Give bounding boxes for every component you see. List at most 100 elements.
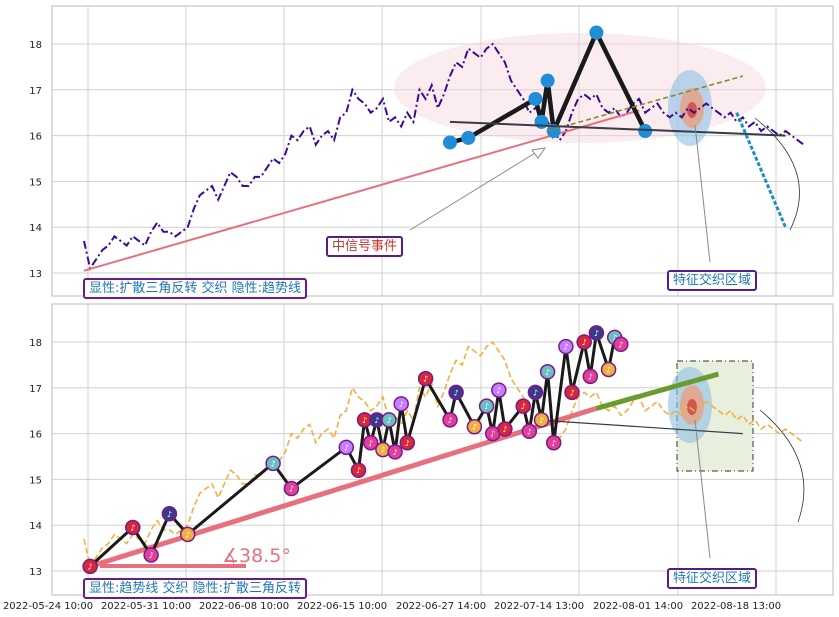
signal-event-text: 中信号事件 — [332, 239, 398, 254]
pattern-point — [528, 91, 543, 106]
note-marker — [539, 364, 556, 380]
top-legend: 显性:扩散三角反转 交织 隐性:趋势线 — [83, 278, 308, 299]
note-marker-glyph: ♪ — [362, 416, 367, 425]
note-marker — [82, 558, 98, 575]
y-tick-label: 16 — [29, 132, 42, 143]
feature-zone-text-bottom: 特征交织区域 — [673, 571, 752, 586]
note-marker-glyph: ♪ — [374, 416, 379, 425]
bottom-panel: 131415161718♪♪♪♪♪♪♪♪♪♪♪♪♪♪♪♪♪♪♪♪♪♪♪♪♪♪♪♪… — [29, 303, 834, 596]
y-tick-label: 18 — [29, 338, 42, 349]
x-tick-label: 2022-08-01 14:00 — [593, 601, 683, 612]
note-marker-glyph: ♪ — [527, 427, 532, 436]
pattern-point — [589, 25, 604, 40]
x-tick-label: 2022-05-24 10:00 — [3, 601, 93, 612]
x-tick-label: 2022-08-18 13:00 — [691, 601, 781, 612]
x-tick-label: 2022-06-08 10:00 — [199, 601, 289, 612]
note-marker-glyph: ♪ — [472, 423, 477, 432]
signal-arrow — [409, 149, 541, 231]
price-line — [83, 42, 805, 271]
note-marker — [338, 439, 355, 456]
note-marker-glyph: ♪ — [393, 448, 398, 457]
signal-event-label: 中信号事件 — [326, 236, 404, 257]
note-marker — [442, 412, 458, 428]
note-marker-glyph: ♪ — [423, 375, 428, 384]
note-marker-glyph: ♪ — [569, 388, 574, 397]
note-marker-glyph: ♪ — [447, 416, 452, 425]
support-line — [449, 120, 786, 137]
bottom-legend-text: 显性:趋势线 交织 隐性:扩散三角反转 — [89, 581, 302, 596]
note-marker — [362, 435, 379, 451]
note-marker — [576, 334, 592, 350]
note-marker — [125, 519, 141, 536]
pattern-point — [540, 73, 555, 88]
note-marker-glyph: ♪ — [521, 402, 526, 411]
note-marker — [545, 435, 562, 451]
y-tick-label: 16 — [29, 430, 42, 441]
y-tick-label: 15 — [29, 475, 42, 486]
y-tick-label: 17 — [29, 384, 42, 395]
feature-zone-label-top: 特征交织区域 — [667, 270, 758, 291]
feature-zone-center — [687, 399, 697, 415]
y-tick-label: 15 — [29, 177, 42, 188]
x-tick-label: 2022-06-27 14:00 — [396, 601, 486, 612]
note-marker-glyph: ♪ — [130, 523, 135, 532]
zone-arrow — [694, 124, 711, 263]
pattern-point — [638, 124, 653, 139]
note-marker-glyph: ♪ — [594, 329, 599, 338]
note-marker-glyph: ♪ — [490, 430, 495, 439]
note-marker-glyph: ♪ — [356, 466, 361, 475]
resistance-line — [547, 75, 744, 132]
trend-line — [83, 109, 640, 272]
x-tick-label: 2022-07-14 13:00 — [494, 601, 584, 612]
y-tick-label: 18 — [29, 40, 42, 51]
note-marker — [448, 384, 464, 401]
note-marker — [515, 398, 531, 414]
pattern-point — [443, 135, 457, 150]
note-marker-glyph: ♪ — [502, 425, 507, 434]
note-marker — [387, 444, 403, 460]
note-marker — [417, 370, 434, 387]
y-tick-label: 13 — [29, 567, 42, 578]
note-marker — [564, 384, 580, 401]
x-tick-label: 2022-06-15 10:00 — [297, 601, 387, 612]
feature-zone-label-bottom: 特征交织区域 — [667, 568, 758, 589]
note-marker-glyph: ♪ — [563, 343, 568, 352]
note-marker — [497, 421, 513, 437]
note-marker-glyph: ♪ — [582, 338, 587, 347]
note-marker-glyph: ♪ — [167, 510, 172, 519]
note-marker-glyph: ♪ — [88, 562, 93, 571]
note-marker — [179, 526, 196, 543]
x-tick-label: 2022-05-31 10:00 — [101, 601, 191, 612]
note-marker-glyph: ♪ — [539, 416, 544, 425]
note-marker — [533, 412, 550, 428]
pattern-point — [461, 130, 476, 145]
note-marker — [143, 547, 159, 563]
note-marker-glyph: ♪ — [533, 388, 538, 397]
note-marker — [613, 336, 629, 353]
angle-label: ∡38.5° — [222, 545, 291, 567]
note-marker-glyph: ♪ — [368, 439, 373, 448]
note-marker-glyph: ♪ — [588, 372, 593, 381]
note-marker-glyph: ♪ — [399, 400, 404, 409]
note-marker-glyph: ♪ — [496, 386, 501, 395]
note-marker-glyph: ♪ — [380, 446, 385, 455]
note-marker-glyph: ♪ — [545, 368, 550, 377]
note-marker — [478, 398, 495, 414]
note-marker — [600, 361, 617, 378]
note-marker-glyph: ♪ — [612, 333, 617, 342]
note-marker-glyph: ♪ — [454, 388, 459, 397]
note-marker — [161, 506, 178, 522]
note-marker — [283, 480, 300, 497]
resistance-line — [595, 371, 720, 411]
curve-arrow — [754, 117, 800, 231]
note-marker-glyph: ♪ — [386, 416, 391, 425]
x-axis: 2022-05-24 10:00 2022-05-31 10:00 2022-06-… — [3, 601, 781, 612]
note-marker — [582, 368, 599, 385]
note-marker — [350, 462, 367, 478]
note-marker — [527, 384, 544, 401]
note-marker-glyph: ♪ — [289, 485, 294, 494]
note-marker-glyph: ♪ — [618, 340, 623, 349]
note-marker — [558, 338, 574, 355]
curve-arrow — [759, 409, 805, 523]
